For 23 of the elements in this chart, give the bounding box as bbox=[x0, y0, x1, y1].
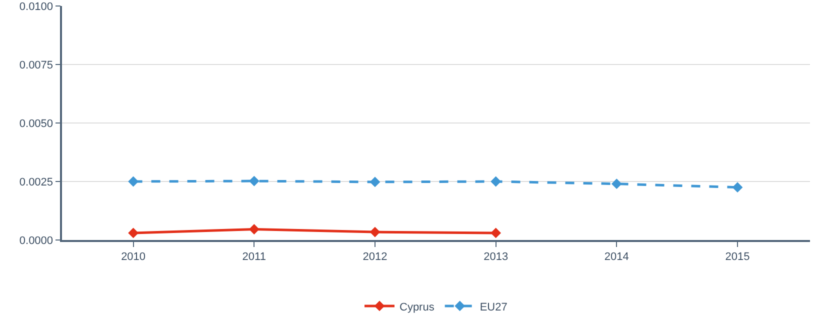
y-tick-label: 0.0050 bbox=[19, 118, 54, 130]
legend-label: EU27 bbox=[480, 301, 508, 314]
x-tick-label: 2010 bbox=[121, 250, 146, 263]
point bbox=[128, 176, 138, 187]
point bbox=[490, 228, 502, 238]
point bbox=[370, 226, 380, 238]
x-tick-label: 2014 bbox=[604, 250, 629, 263]
x-tick-label: 2013 bbox=[484, 250, 508, 263]
y-tick-label: 0.0025 bbox=[19, 176, 54, 188]
point bbox=[370, 176, 380, 188]
y-tick-label: 0.0075 bbox=[19, 59, 54, 72]
point bbox=[732, 182, 743, 193]
x-tick-label: 2011 bbox=[242, 250, 266, 263]
point bbox=[248, 224, 260, 234]
y-tick-label: 0.0100 bbox=[19, 0, 54, 13]
x-tick-label: 2015 bbox=[725, 250, 750, 263]
point bbox=[128, 228, 138, 238]
y-tick-label: 0.0000 bbox=[19, 234, 54, 247]
point bbox=[490, 176, 502, 187]
x-tick-label: 2012 bbox=[362, 250, 388, 263]
point bbox=[248, 176, 260, 186]
point bbox=[611, 178, 622, 190]
legend-label: Cyprus bbox=[400, 301, 435, 314]
